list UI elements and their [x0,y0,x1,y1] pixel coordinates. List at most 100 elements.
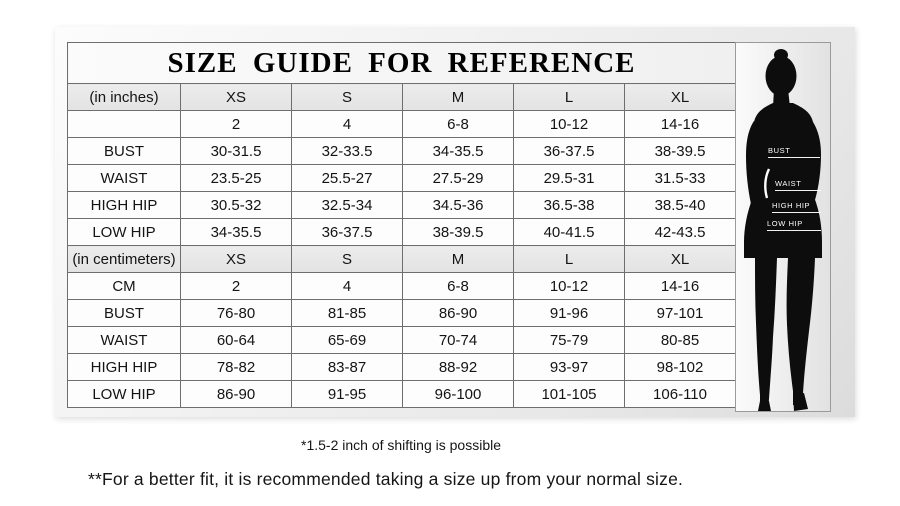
measurement-value-cell: 34.5-36 [402,191,514,219]
measurement-value-cell: 10-12 [513,110,625,138]
title-row: SIZE GUIDE FOR REFERENCE [66,42,737,84]
page-title: SIZE GUIDE FOR REFERENCE [66,42,737,84]
measurement-value-cell: 81-85 [291,299,403,327]
size-header-cell: L [513,83,625,111]
silhouette-left-foot [758,401,771,411]
measurement-value-cell: 65-69 [291,326,403,354]
female-silhouette [744,49,822,411]
size-header-cell: XL [623,245,737,273]
measurement-value-cell: 14-16 [623,272,737,300]
size-header-row: (in inches) XS S M L XL [67,83,737,111]
measurement-value-cell: 40-41.5 [513,218,625,246]
silhouette-head [765,56,797,96]
measurement-value-cell: 91-95 [291,380,403,408]
size-header-cell: S [291,245,403,273]
measurement-value-cell: 27.5-29 [402,164,514,192]
figure-label-high-hip: HIGH HIP [772,201,821,213]
size-table: SIZE GUIDE FOR REFERENCE (in inches) XS S M… [66,42,737,408]
measurement-label-cell: WAIST [67,164,181,192]
measurement-value-cell: 6-8 [402,272,514,300]
measurement-row: LOW HIP 86-90 91-95 96-100 101-105 106-110 [67,380,737,408]
measurement-value-cell: 38-39.5 [623,137,737,165]
size-header-row: (in centimeters) XS S M L XL [67,245,737,273]
measurement-value-cell: 34-35.5 [402,137,514,165]
unit-label-cell: (in centimeters) [67,245,181,273]
measurement-value-cell: 36.5-38 [513,191,625,219]
shifting-note: *1.5-2 inch of shifting is possible [301,437,501,453]
size-header-cell: XS [180,245,292,273]
silhouette-neck [773,89,790,107]
measurement-label-cell: CM [67,272,181,300]
silhouette-right-arm [804,122,821,211]
figure-label-low-hip: LOW HIP [767,219,821,231]
measurement-label-cell: HIGH HIP [67,353,181,381]
measurement-value-cell: 96-100 [402,380,514,408]
measurement-label-cell: WAIST [67,326,181,354]
figure-label-bust: BUST [768,146,820,158]
size-header-cell: M [402,245,514,273]
size-table-body: (in inches) XS S M L XL 2 4 6-8 10-12 14-16 BUST 30-… [67,83,737,408]
size-header-cell: S [291,83,403,111]
silhouette-left-leg [755,258,777,409]
measurement-label-cell [67,110,181,138]
measurement-value-cell: 14-16 [623,110,737,138]
measurement-row: WAIST 23.5-25 25.5-27 27.5-29 29.5-31 31.5-33 [67,164,737,192]
measurement-value-cell: 30.5-32 [180,191,292,219]
measurement-row: HIGH HIP 30.5-32 32.5-34 34.5-36 36.5-38 38.5… [67,191,737,219]
fit-recommendation-note: **For a better fit, it is recommended ta… [88,469,684,489]
measurement-value-cell: 76-80 [180,299,292,327]
size-guide-panel: SIZE GUIDE FOR REFERENCE (in inches) XS S M… [55,27,855,417]
measurement-value-cell: 80-85 [623,326,737,354]
measurement-value-cell: 42-43.5 [623,218,737,246]
silhouette-left-arm [746,121,763,218]
silhouette-right-leg [786,258,815,405]
measurement-row: CM 2 4 6-8 10-12 14-16 [67,272,737,300]
measurement-value-cell: 4 [291,110,403,138]
measurement-label-cell: HIGH HIP [67,191,181,219]
measurement-value-cell: 106-110 [623,380,737,408]
measurement-value-cell: 36-37.5 [513,137,625,165]
measurement-value-cell: 32-33.5 [291,137,403,165]
measurement-row: BUST 30-31.5 32-33.5 34-35.5 36-37.5 38-39.5 [67,137,737,165]
size-header-cell: XS [180,83,292,111]
measurement-value-cell: 75-79 [513,326,625,354]
measurement-label-cell: LOW HIP [67,380,181,408]
measurement-value-cell: 25.5-27 [291,164,403,192]
measurement-value-cell: 86-90 [180,380,292,408]
measurement-value-cell: 86-90 [402,299,514,327]
measurement-value-cell: 98-102 [623,353,737,381]
arm-body-gap-highlight [764,168,771,199]
unit-label-cell: (in inches) [67,83,181,111]
measurement-label-cell: LOW HIP [67,218,181,246]
measurement-value-cell: 10-12 [513,272,625,300]
measurement-value-cell: 60-64 [180,326,292,354]
measurement-value-cell: 2 [180,272,292,300]
measurement-value-cell: 23.5-25 [180,164,292,192]
measurement-value-cell: 88-92 [402,353,514,381]
measurement-row: BUST 76-80 81-85 86-90 91-96 97-101 [67,299,737,327]
measurement-row: WAIST 60-64 65-69 70-74 75-79 80-85 [67,326,737,354]
measurement-value-cell: 91-96 [513,299,625,327]
size-header-cell: M [402,83,514,111]
measurement-value-cell: 83-87 [291,353,403,381]
measurement-value-cell: 70-74 [402,326,514,354]
measurement-value-cell: 4 [291,272,403,300]
size-header-cell: L [513,245,625,273]
measurement-value-cell: 31.5-33 [623,164,737,192]
measurement-value-cell: 34-35.5 [180,218,292,246]
measurement-value-cell: 93-97 [513,353,625,381]
measurement-value-cell: 2 [180,110,292,138]
figure-label-waist: WAIST [775,179,821,191]
measurement-label-cell: BUST [67,299,181,327]
measurement-value-cell: 38.5-40 [623,191,737,219]
measurement-row: LOW HIP 34-35.5 36-37.5 38-39.5 40-41.5 42-43… [67,218,737,246]
measurement-value-cell: 97-101 [623,299,737,327]
size-header-cell: XL [623,83,737,111]
measurement-value-cell: 38-39.5 [402,218,514,246]
silhouette-right-foot [793,393,808,411]
measurement-row: 2 4 6-8 10-12 14-16 [67,110,737,138]
silhouette-torso [744,103,822,258]
measurement-value-cell: 36-37.5 [291,218,403,246]
measurement-value-cell: 6-8 [402,110,514,138]
measurement-value-cell: 29.5-31 [513,164,625,192]
